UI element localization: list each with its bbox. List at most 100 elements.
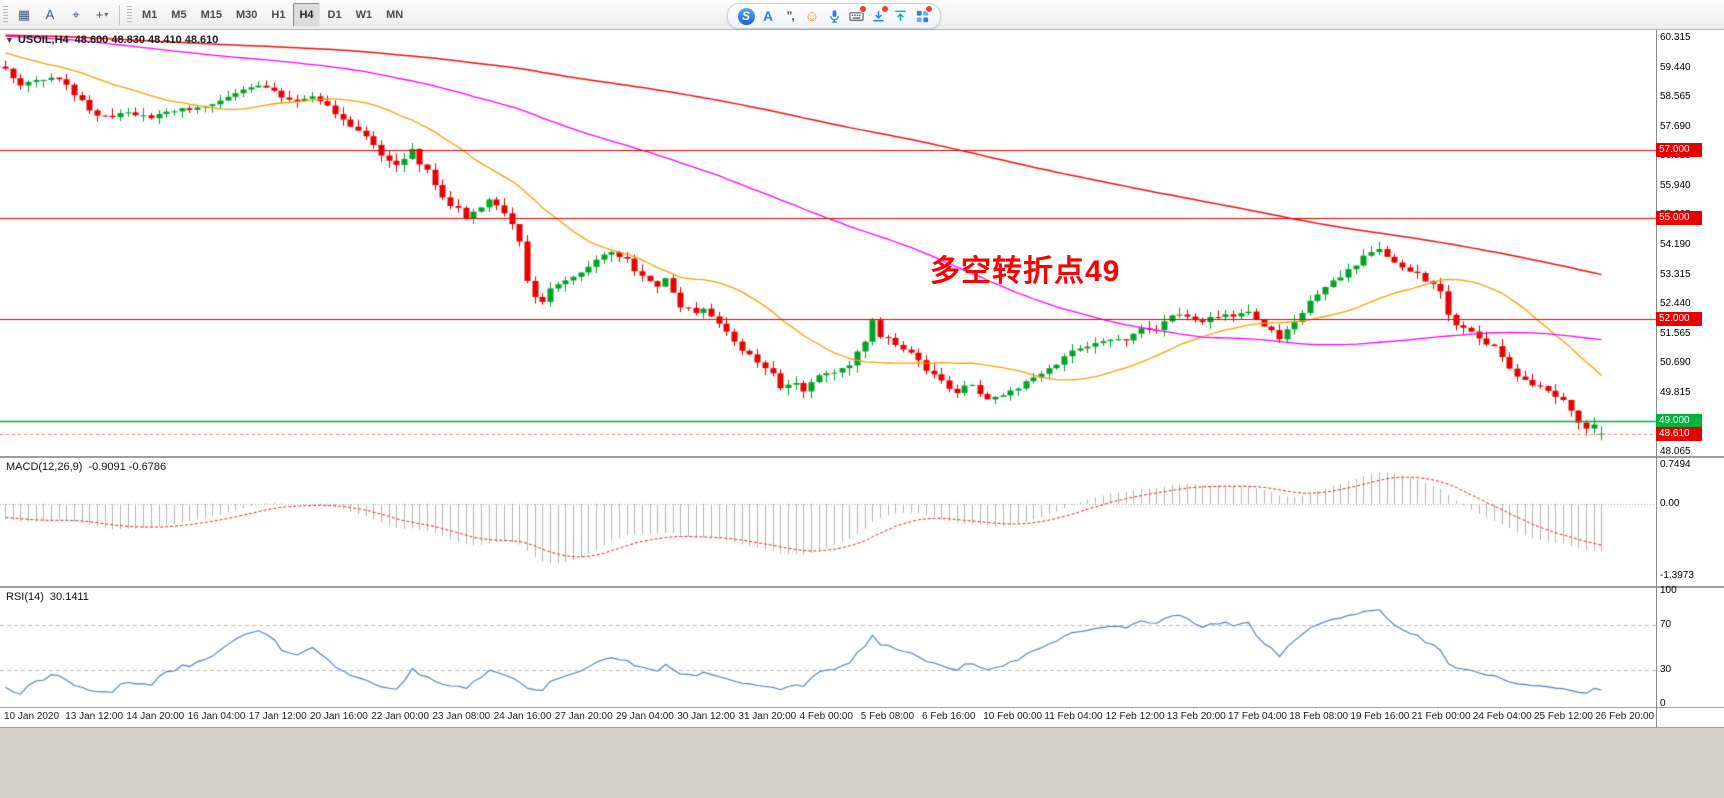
text-label-button[interactable]: A	[38, 3, 62, 27]
rsi-tick-label: 100	[1660, 585, 1677, 596]
time-tick-label: 18 Feb 08:00	[1289, 711, 1349, 722]
macd-tick-label: 0.7494	[1660, 458, 1691, 470]
price-tick-label: 49.815	[1660, 386, 1691, 398]
rsi-tick-label: 0	[1660, 698, 1666, 709]
crosshair-dropdown-button[interactable]: + ▾	[90, 3, 114, 27]
cursor-button[interactable]: ⌖	[64, 3, 88, 27]
macd-label: MACD(12,26,9) -0.9091 -0.6786	[6, 461, 166, 473]
macd-values: -0.9091 -0.6786	[88, 461, 167, 473]
time-tick-label: 24 Feb 04:00	[1472, 711, 1532, 722]
time-tick-label: 27 Jan 20:00	[554, 711, 613, 722]
rsi-value: 30.1411	[49, 591, 89, 603]
voice-input-button[interactable]	[825, 7, 843, 25]
price-tick-label: 54.190	[1660, 239, 1691, 251]
notification-dot	[925, 5, 933, 13]
timeframe-button-w1[interactable]: W1	[355, 8, 373, 21]
price-level-badge: 57.000	[1656, 143, 1702, 158]
grid-icon: ▦	[17, 6, 31, 22]
time-tick-label: 25 Feb 12:00	[1534, 711, 1593, 722]
rsi-tick-label: 30	[1660, 664, 1672, 676]
time-tick-label: 10 Jan 2020	[4, 711, 60, 722]
download-arrow-icon	[872, 10, 884, 21]
emoji-icon: ☺	[804, 7, 820, 25]
time-tick-label: 14 Jan 20:00	[126, 711, 185, 722]
time-tick-label: 26 Feb 20:00	[1595, 711, 1655, 722]
time-tick-label: 13 Jan 12:00	[65, 711, 124, 722]
keyboard-icon	[848, 11, 864, 21]
price-tick-label: 59.440	[1660, 61, 1691, 73]
bottom-panel	[0, 727, 1724, 798]
price-axis[interactable]: 60.31559.44058.56557.69056.81555.94055.0…	[1656, 30, 1724, 458]
time-tick-label: 11 Feb 04:00	[1044, 711, 1103, 722]
time-tick-label: 30 Jan 12:00	[677, 711, 736, 722]
macd-canvas[interactable]	[0, 458, 1656, 586]
download-button[interactable]	[869, 5, 889, 25]
one-click-trading-icon[interactable]: ▼	[5, 35, 14, 45]
ime-toolbar: S A ”, ☺	[727, 3, 941, 29]
time-tick-label: 12 Feb 12:00	[1105, 711, 1165, 722]
price-tick-label: 58.565	[1660, 91, 1691, 103]
toolbar-grip[interactable]	[127, 5, 132, 24]
time-tick-label: 10 Feb 00:00	[983, 711, 1043, 722]
rsi-axis[interactable]: 100 70 30 0	[1656, 585, 1724, 709]
microphone-icon	[829, 9, 839, 23]
price-tick-label: 50.690	[1660, 357, 1691, 369]
price-axis-separator	[1656, 30, 1657, 727]
timeframe-button-m5[interactable]: M5	[171, 8, 187, 21]
time-tick-label: 17 Jan 12:00	[248, 711, 307, 722]
price-level-badge: 55.000	[1656, 210, 1702, 225]
price-level-badge: 52.000	[1656, 312, 1702, 327]
macd-tick-label: -1.3973	[1660, 570, 1694, 582]
timeframe-button-m15[interactable]: M15	[200, 8, 222, 21]
timeframe-button-m1[interactable]: M1	[142, 8, 158, 21]
ime-logo-button[interactable]: S	[737, 7, 755, 25]
chart-ohlc-values: 48.600 48.830 48.410 48.610	[74, 34, 219, 46]
rsi-canvas[interactable]	[0, 588, 1656, 707]
upload-arrow-icon	[894, 10, 906, 21]
text-label-icon: A	[45, 7, 55, 22]
timeframe-button-h1[interactable]: H1	[271, 8, 286, 21]
skin-button[interactable]	[891, 7, 909, 25]
timeframe-button-h4[interactable]: H4	[293, 2, 320, 27]
time-tick-label: 22 Jan 00:00	[371, 711, 430, 722]
timeframe-button-mn[interactable]: MN	[386, 8, 404, 21]
time-axis[interactable]: 10 Jan 2020 13 Jan 12:00 14 Jan 20:00 16 Ja…	[0, 708, 1656, 727]
chart-grid-button[interactable]: ▦	[12, 3, 36, 27]
price-tick-label: 52.440	[1660, 298, 1691, 310]
panel-splitter[interactable]	[0, 456, 1724, 458]
macd-axis[interactable]: 0.7494 0.00 -1.3973	[1656, 458, 1724, 586]
time-tick-label: 20 Jan 16:00	[310, 711, 368, 722]
price-tick-label: 51.565	[1660, 327, 1691, 339]
toolbar-grip[interactable]	[3, 5, 8, 24]
main-chart-canvas[interactable]	[0, 30, 1656, 456]
emoji-button[interactable]: ☺	[803, 7, 821, 25]
notification-dot	[859, 5, 867, 13]
timeframe-button-d1[interactable]: D1	[327, 8, 342, 21]
panel-splitter[interactable]	[0, 586, 1724, 588]
time-tick-label: 24 Jan 16:00	[493, 711, 552, 722]
price-tick-label: 48.065	[1660, 446, 1691, 458]
macd-tick-label: 0.00	[1660, 497, 1680, 509]
rsi-name: RSI(14)	[6, 591, 44, 603]
price-tick-label: 53.315	[1660, 268, 1691, 280]
cursor-icon: ⌖	[72, 6, 80, 22]
time-tick-label: 13 Feb 20:00	[1166, 711, 1226, 722]
price-tick-label: 55.940	[1660, 179, 1691, 191]
rsi-label: RSI(14) 30.1411	[6, 591, 89, 603]
sogou-logo-icon: S	[737, 7, 755, 25]
punctuation-button[interactable]: ”,	[781, 7, 799, 25]
input-mode-icon: A	[762, 8, 774, 24]
toolbox-button[interactable]	[913, 5, 933, 25]
price-tick-label: 60.315	[1660, 31, 1691, 43]
chart-symbol-label: USOIL,H4	[17, 34, 69, 46]
chart-annotation-text[interactable]: 多空转折点49	[930, 255, 1121, 288]
time-tick-label: 29 Jan 04:00	[616, 711, 674, 722]
time-tick-label: 19 Feb 16:00	[1350, 711, 1410, 722]
time-tick-label: 17 Feb 04:00	[1228, 711, 1287, 722]
input-mode-button[interactable]: A	[759, 7, 777, 25]
soft-keyboard-button[interactable]	[847, 5, 867, 25]
toolbar-divider	[119, 4, 120, 25]
timeframe-button-m30[interactable]: M30	[235, 8, 258, 21]
macd-name: MACD(12,26,9)	[6, 461, 83, 473]
